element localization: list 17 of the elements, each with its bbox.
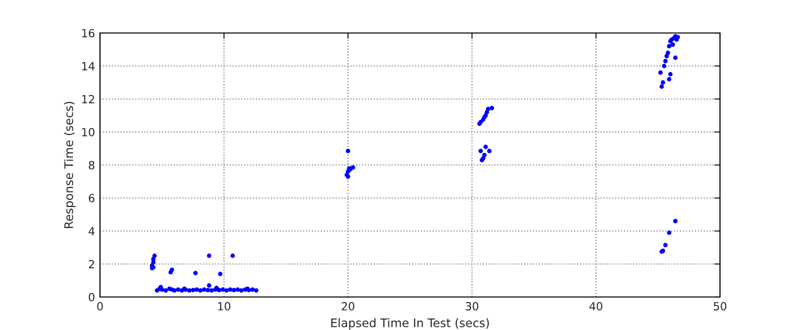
y-axis-title: Response Time (secs) [64, 102, 76, 228]
x-tick-label: 50 [714, 302, 726, 310]
x-tick-label: 30 [466, 302, 478, 310]
x-tick-label: 0 [97, 302, 103, 310]
y-tick-label: 0 [88, 292, 94, 302]
y-tick-label: 16 [82, 28, 94, 38]
y-tick-label: 8 [88, 160, 94, 170]
x-axis-title: Elapsed Time In Test (secs) [331, 318, 489, 330]
x-tick-label: 10 [218, 302, 230, 310]
y-tick-label: 6 [88, 194, 94, 202]
y-tick-label: 10 [82, 128, 94, 136]
y-tick-label: 12 [82, 94, 94, 104]
y-tick-label: 2 [88, 260, 94, 268]
x-tick-label: 20 [342, 302, 354, 310]
y-tick-label: 14 [82, 62, 95, 70]
x-tick-label: 40 [589, 302, 602, 310]
y-tick-label: 4 [88, 227, 95, 236]
